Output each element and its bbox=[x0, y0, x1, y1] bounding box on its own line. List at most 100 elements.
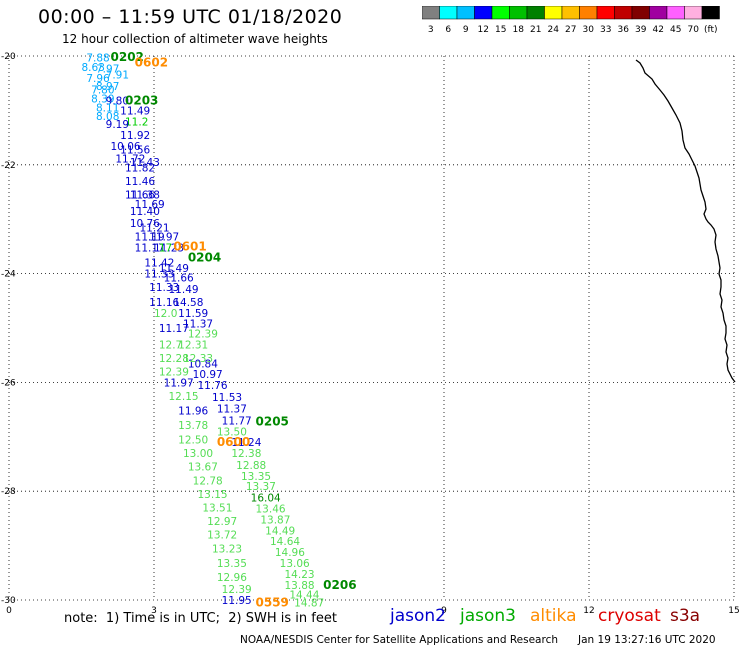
jason2-point-label: 10.76 bbox=[130, 218, 160, 230]
footer-timestamp: Jan 19 13:27:16 UTC 2020 bbox=[578, 634, 716, 646]
colorbar-label: 33 bbox=[600, 25, 611, 35]
jason2-point-label: 8.08 bbox=[96, 111, 119, 123]
jason3-point-label: 13.23 bbox=[212, 543, 242, 555]
y-tick-label: -26 bbox=[1, 378, 16, 388]
legend-altika: altika bbox=[530, 606, 577, 626]
jason3-point-label: 13.15 bbox=[198, 489, 228, 501]
jason2-point-label: 7.88 bbox=[86, 53, 109, 65]
jason2-point-label: 11.33 bbox=[149, 282, 179, 294]
jason3-point-label: 12.7 bbox=[159, 339, 182, 351]
jason3-point-label: 13.46 bbox=[256, 504, 286, 516]
x-tick-label: 9 bbox=[441, 606, 447, 616]
jason3-point-label: 17 bbox=[159, 242, 172, 254]
jason2-point-label: 11.59 bbox=[178, 308, 208, 320]
jason2-point-label: 11.40 bbox=[130, 206, 160, 218]
measurement-labels: 7.888.637.977.917.968.977.808.399.808.11… bbox=[82, 50, 357, 610]
colorbar-label: 21 bbox=[530, 25, 541, 35]
jason2-point-label: 11.49 bbox=[120, 105, 150, 117]
y-tick-label: -30 bbox=[1, 596, 16, 606]
jason2-point-label: 11.53 bbox=[212, 392, 242, 404]
colorbar-label: 9 bbox=[463, 25, 469, 35]
jason2-point-label: 7.96 bbox=[86, 73, 110, 85]
jason3-point-label: 13.35 bbox=[217, 558, 247, 570]
legend-jason2: jason2 bbox=[390, 606, 446, 626]
jason3-point-label: 13.67 bbox=[188, 462, 218, 474]
jason2-point-label: 11.23 bbox=[154, 242, 184, 254]
x-tick-label: 3 bbox=[151, 606, 157, 616]
x-tick-label: 12 bbox=[583, 606, 594, 616]
jason2-point-label: 7.80 bbox=[91, 85, 114, 97]
colorbar-label: 6 bbox=[445, 25, 451, 35]
colorbar-swatch bbox=[701, 6, 720, 20]
jason2-point-label: 9.19 bbox=[106, 119, 129, 131]
x-tick-label: 15 bbox=[728, 606, 739, 616]
jason3-point-label: 12.88 bbox=[236, 460, 266, 472]
jason2-point-label: 11.69 bbox=[135, 199, 165, 211]
times-point-label: 0206 bbox=[323, 578, 356, 592]
jason3-point-label: 12.97 bbox=[207, 516, 237, 528]
times-point-label: 0202 bbox=[111, 50, 144, 64]
jason3-point-label: 12.33 bbox=[183, 353, 213, 365]
jason3-point-label: 12.0 bbox=[154, 308, 177, 320]
colorbar-label: 30 bbox=[583, 25, 595, 35]
jason2-point-label: 8.97 bbox=[96, 81, 119, 93]
jason3-point-label: 12.39 bbox=[159, 367, 189, 379]
jason2-point-label: 11.66 bbox=[164, 272, 194, 284]
times-point-label: 0205 bbox=[256, 415, 289, 429]
colorbar-label: 42 bbox=[653, 25, 664, 35]
chart-title: 00:00 – 11:59 UTC 01/18/2020 bbox=[38, 6, 343, 28]
jason2-point-label: 10.06 bbox=[111, 141, 141, 153]
jason3-point-label: 13.72 bbox=[207, 530, 237, 542]
jason3-point-label: 13.87 bbox=[260, 514, 290, 526]
jason3-point-label: 12.96 bbox=[217, 572, 247, 584]
colorbar-label: 24 bbox=[548, 25, 560, 35]
jason3-point-label: 13.37 bbox=[246, 481, 276, 493]
altika-point-label: 0559 bbox=[256, 596, 289, 610]
legend-s3a: s3a bbox=[670, 606, 701, 626]
jason3-point-label: 12.39 bbox=[188, 328, 218, 340]
jason2-point-label: 7.91 bbox=[106, 69, 129, 81]
jason2-point-label: 11.19 bbox=[135, 232, 165, 244]
jason2-point-label: 10.84 bbox=[188, 358, 218, 370]
jason2-point-label: 11.17 bbox=[159, 323, 189, 335]
jason2-point-label: 11.95 bbox=[222, 595, 252, 607]
jason2-point-label: 8.63 bbox=[82, 62, 105, 74]
jason2-point-label: 11.96 bbox=[178, 406, 208, 418]
jason2-point-label: 11.49 bbox=[169, 284, 199, 296]
wave-height-plot: 7.888.637.977.917.968.977.808.399.808.11… bbox=[1, 50, 740, 616]
colorbar-label: 18 bbox=[513, 25, 525, 35]
jason3-point-label: 12.39 bbox=[222, 584, 252, 596]
footer-note: note: 1) Time is in UTC; 2) SWH is in fe… bbox=[64, 611, 337, 626]
y-tick-label: -24 bbox=[1, 270, 16, 280]
footer-credit: NOAA/NESDIS Center for Satellite Applica… bbox=[240, 634, 558, 646]
jason2-point-label: 11.43 bbox=[130, 157, 160, 169]
jason3-point-label: 14.64 bbox=[270, 536, 300, 548]
jason2-point-label: 8.39 bbox=[91, 93, 114, 105]
colorbar-label: 3 bbox=[428, 25, 434, 35]
jason2-point-label: 14.58 bbox=[173, 297, 203, 309]
jason3-point-label: 13.35 bbox=[241, 471, 271, 483]
colorbar-label: 45 bbox=[670, 25, 681, 35]
grid-layer bbox=[8, 55, 735, 601]
jason2-point-label: 11.16 bbox=[149, 297, 179, 309]
legend-jason3: jason3 bbox=[460, 606, 516, 626]
colorbar-label: (ft) bbox=[704, 25, 718, 35]
jason3-point-label: 13.88 bbox=[285, 580, 315, 592]
y-tick-label: -22 bbox=[1, 161, 16, 171]
jason2-point-label: 11.24 bbox=[231, 437, 261, 449]
jason3-point-label: 13.78 bbox=[178, 420, 208, 432]
legend-cryosat: cryosat bbox=[598, 606, 661, 626]
jason2-point-label: 11.33 bbox=[144, 269, 174, 281]
coastline bbox=[635, 59, 736, 383]
jason2-point-label: 11.2 bbox=[125, 116, 148, 128]
jason2-point-label: 11.92 bbox=[120, 130, 150, 142]
jason3-point-label: 13.00 bbox=[183, 448, 213, 460]
jason3-point-label: 14.87 bbox=[294, 598, 324, 610]
jason2-point-label: 11.77 bbox=[222, 415, 252, 427]
jason3-point-label: 16.04 bbox=[251, 493, 281, 505]
jason2-point-label: 11.42 bbox=[144, 258, 174, 270]
jason3-point-label: 12.38 bbox=[231, 448, 261, 460]
colorbar-label: 15 bbox=[495, 25, 506, 35]
jason3-point-label: 12.15 bbox=[169, 391, 199, 403]
jason3-point-label: 13.06 bbox=[280, 558, 310, 570]
